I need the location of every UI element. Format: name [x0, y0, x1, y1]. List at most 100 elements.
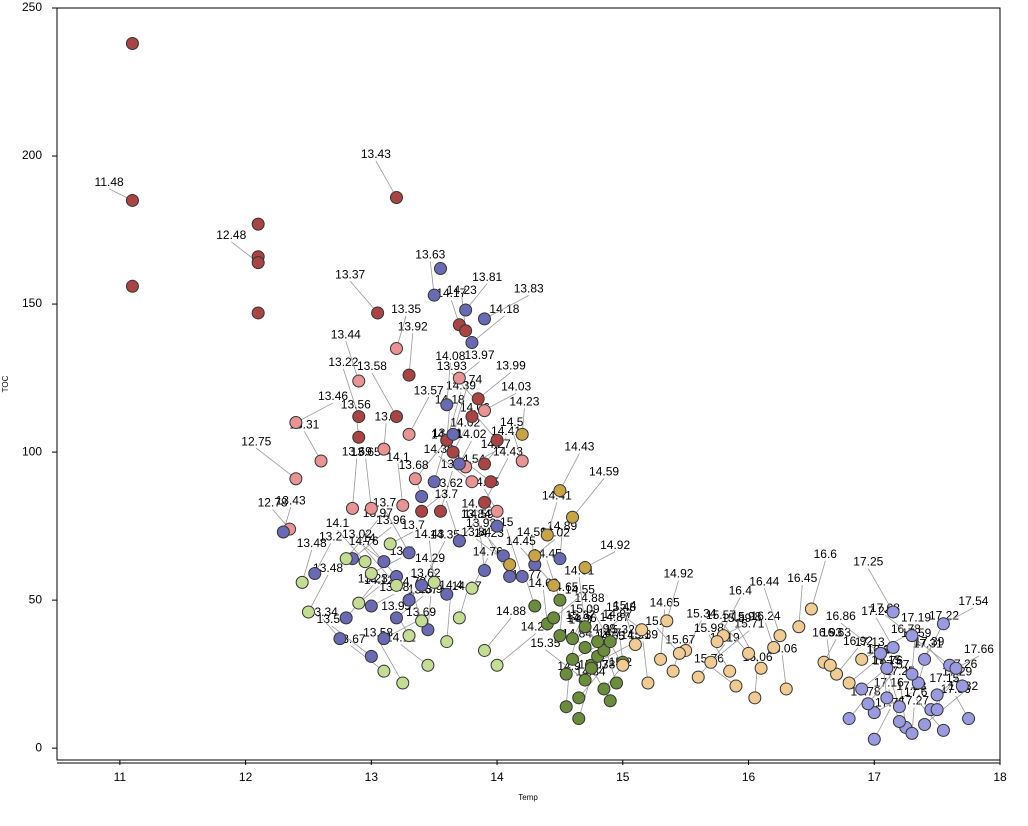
point: [867, 732, 881, 746]
point: [572, 691, 586, 705]
point-label: 14.1: [326, 516, 350, 530]
point-label: 13.96: [376, 513, 406, 527]
point: [603, 635, 617, 649]
point-label: 15.48: [606, 600, 636, 614]
point: [377, 555, 391, 569]
point: [540, 528, 554, 542]
point: [125, 193, 139, 207]
point-label: 13.97: [464, 348, 494, 362]
point-label: 17.19: [901, 610, 931, 624]
point: [440, 635, 454, 649]
point-label: 12.75: [241, 434, 271, 448]
point: [251, 256, 265, 270]
x-tick-label: 12: [239, 770, 253, 784]
point: [779, 682, 793, 696]
point-label: 13.62: [433, 476, 463, 490]
point-label: 14.35: [430, 527, 460, 541]
point-layer: [125, 37, 976, 746]
point: [415, 490, 429, 504]
point: [855, 682, 869, 696]
point-label: 13.84: [461, 525, 491, 539]
point: [377, 442, 391, 456]
point: [936, 617, 950, 631]
point: [408, 472, 422, 486]
point: [905, 726, 919, 740]
point-label: 14.88: [496, 604, 526, 618]
point-label: 17.16: [874, 675, 904, 689]
leader-line: [572, 478, 605, 518]
point: [578, 620, 592, 634]
point-label: 13.35: [391, 302, 421, 316]
y-axis-label: TOC: [1, 375, 10, 392]
leader-line: [345, 519, 379, 559]
point: [452, 534, 466, 548]
point-label: 14.92: [600, 538, 630, 552]
point: [578, 640, 592, 654]
point-label: 13.69: [342, 445, 372, 459]
point: [477, 564, 491, 578]
point-label: 14.65: [650, 596, 680, 610]
point: [528, 549, 542, 563]
point: [578, 673, 592, 687]
y-tick-label: 150: [22, 296, 42, 310]
point-label: 17.66: [964, 642, 994, 656]
point: [125, 279, 139, 293]
point-label: 17.25: [853, 555, 883, 569]
point-label: 14.43: [564, 440, 594, 454]
leader-line: [881, 656, 888, 698]
point: [446, 427, 460, 441]
point: [949, 661, 963, 675]
leader-line: [642, 641, 649, 684]
point: [918, 652, 932, 666]
point: [352, 596, 366, 610]
point-label: 15.67: [665, 632, 695, 646]
point-label: 17.13: [855, 635, 885, 649]
point: [830, 667, 844, 681]
leader-line: [337, 529, 366, 562]
y-tick-label: 250: [22, 0, 42, 14]
leader-line: [408, 397, 430, 435]
point-label: 17.31: [913, 637, 943, 651]
point-label: 13.37: [335, 267, 365, 281]
point: [867, 706, 881, 720]
leader-line: [589, 604, 611, 642]
leader-line: [666, 580, 679, 621]
point-label: 13.99: [496, 358, 526, 372]
leader-line: [445, 500, 460, 542]
point: [389, 578, 403, 592]
point: [515, 454, 529, 468]
point: [377, 664, 391, 678]
point: [861, 697, 875, 711]
point-label: 14.29: [415, 551, 445, 565]
leader-line: [433, 441, 447, 482]
point: [515, 427, 529, 441]
point: [358, 555, 372, 569]
point-label: 14.08: [435, 349, 465, 363]
point-label: 17.22: [929, 608, 959, 622]
point: [616, 658, 630, 672]
leader-line: [477, 371, 512, 400]
point: [628, 638, 642, 652]
point-label: 12.78: [258, 496, 288, 510]
point: [729, 679, 743, 693]
leader-line: [545, 649, 586, 681]
leader-line: [584, 620, 618, 648]
x-tick-label: 11: [114, 770, 127, 784]
point-label: 17.15: [929, 671, 959, 685]
y-tick-label: 50: [29, 592, 43, 606]
point: [333, 632, 347, 646]
point-label: 14.87: [600, 610, 630, 624]
leader-line: [349, 280, 378, 314]
leader-line: [446, 362, 451, 405]
point: [345, 501, 359, 515]
leader-line: [384, 509, 410, 553]
point-label: 13.93: [437, 359, 467, 373]
point: [767, 640, 781, 654]
point: [433, 504, 447, 518]
x-tick-label: 17: [868, 770, 882, 784]
point-label: 13.7: [401, 518, 425, 532]
point: [823, 658, 837, 672]
leader-line: [446, 591, 452, 642]
point-label: 14.39: [446, 378, 476, 392]
